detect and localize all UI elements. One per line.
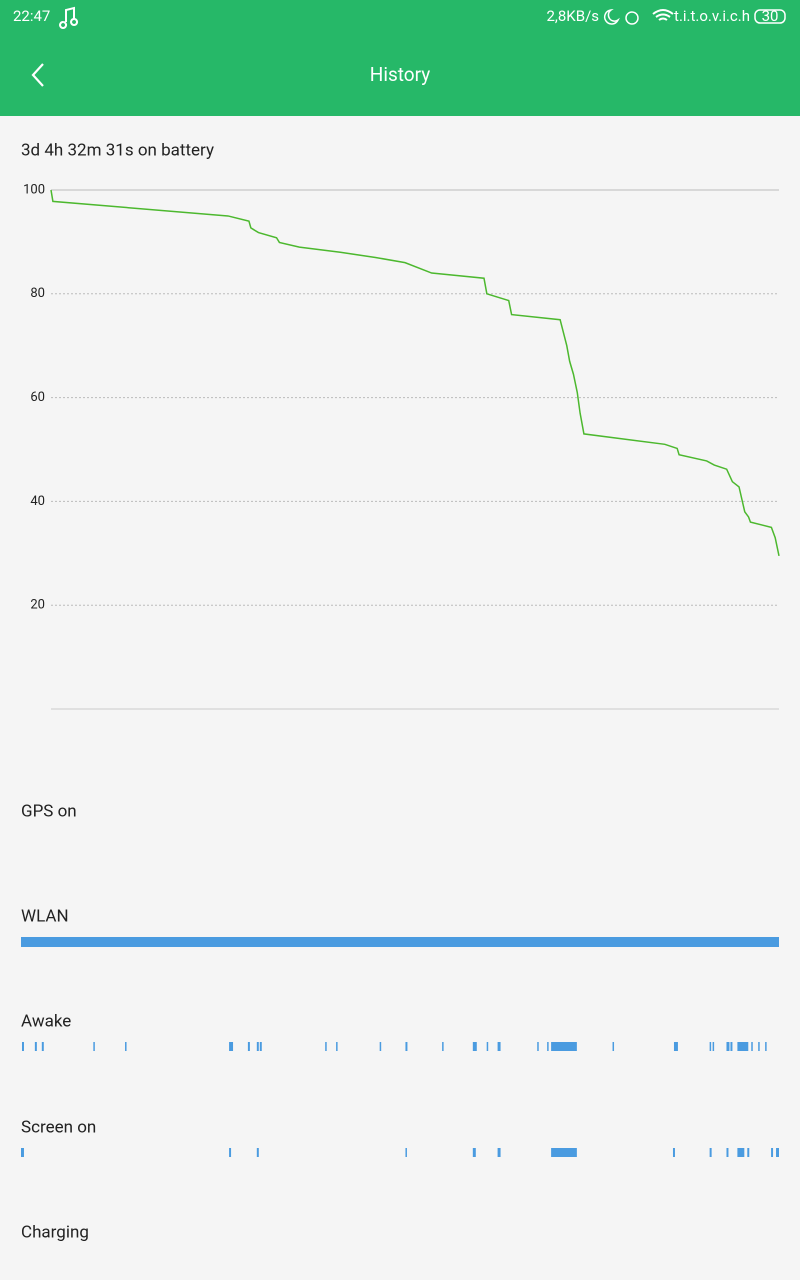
track-segment	[379, 1042, 382, 1051]
music-icon	[59, 6, 79, 29]
track-segment	[758, 1042, 760, 1051]
track-segment	[747, 1148, 750, 1157]
track-segment	[472, 1148, 476, 1157]
alarm-icon	[625, 11, 639, 25]
track-segment	[673, 1042, 678, 1051]
track-segment	[472, 1042, 477, 1051]
status-speed: 2,8KB/s	[547, 7, 600, 25]
wifi-icon	[652, 9, 674, 21]
track-segment	[726, 1148, 729, 1157]
track-segment	[551, 1042, 577, 1051]
track-segment	[776, 1148, 779, 1157]
y-tick-label: 60	[30, 390, 45, 405]
track-segment	[336, 1042, 338, 1051]
track-segment	[771, 1148, 774, 1157]
track-segment	[765, 1042, 767, 1051]
battery-line	[50, 189, 780, 557]
track-segment	[256, 1042, 259, 1051]
battery-icon	[754, 9, 786, 24]
track-label: Charging	[21, 1222, 89, 1242]
battery-level: 30	[762, 7, 779, 25]
track-segment	[256, 1148, 259, 1157]
track-label: Screen on	[21, 1117, 96, 1137]
track-segment	[726, 1042, 730, 1051]
track-segment	[547, 1042, 549, 1051]
track-segment	[551, 1148, 577, 1157]
status-carrier: t.i.t.o.v.i.c.h	[674, 7, 750, 25]
track-segment	[751, 1042, 753, 1051]
track-segment	[712, 1042, 715, 1051]
track-segment	[612, 1042, 615, 1051]
status-time: 22:47	[13, 7, 50, 25]
track-segment	[486, 1042, 489, 1051]
y-tick-label: 20	[30, 598, 45, 613]
track-segment	[442, 1042, 444, 1051]
y-tick-label: 80	[30, 286, 45, 301]
track-segment	[21, 1148, 24, 1157]
header-title: History	[370, 63, 430, 86]
track-label: GPS on	[21, 801, 77, 821]
y-tick-label: 40	[30, 494, 45, 509]
track-segment	[125, 1042, 127, 1051]
track-segment	[497, 1148, 501, 1157]
track-segment	[41, 1042, 44, 1051]
track-segment	[537, 1042, 539, 1051]
track-segment	[737, 1148, 745, 1157]
track-segment	[247, 1042, 250, 1051]
track-segment	[730, 1042, 733, 1051]
track-segment	[21, 1042, 24, 1051]
track-segment	[259, 1042, 262, 1051]
track-segment	[709, 1042, 712, 1051]
track-segment	[497, 1042, 501, 1051]
track-segment	[325, 1042, 327, 1051]
track-segment	[34, 1042, 37, 1051]
track-segment	[21, 937, 779, 947]
track-segment	[672, 1148, 675, 1157]
track-segment	[229, 1148, 232, 1157]
y-tick-label: 100	[23, 182, 45, 197]
track-segment	[405, 1042, 408, 1051]
dnd-icon	[603, 8, 620, 25]
track-label: WLAN	[21, 906, 69, 926]
track-segment	[405, 1148, 407, 1157]
track-label: Awake	[21, 1011, 71, 1031]
track-segment	[229, 1042, 234, 1051]
track-segment	[737, 1042, 749, 1051]
track-segment	[93, 1042, 95, 1051]
track-segment	[709, 1148, 712, 1157]
back-button[interactable]	[31, 63, 44, 87]
battery-summary: 3d 4h 32m 31s on battery	[21, 140, 214, 160]
